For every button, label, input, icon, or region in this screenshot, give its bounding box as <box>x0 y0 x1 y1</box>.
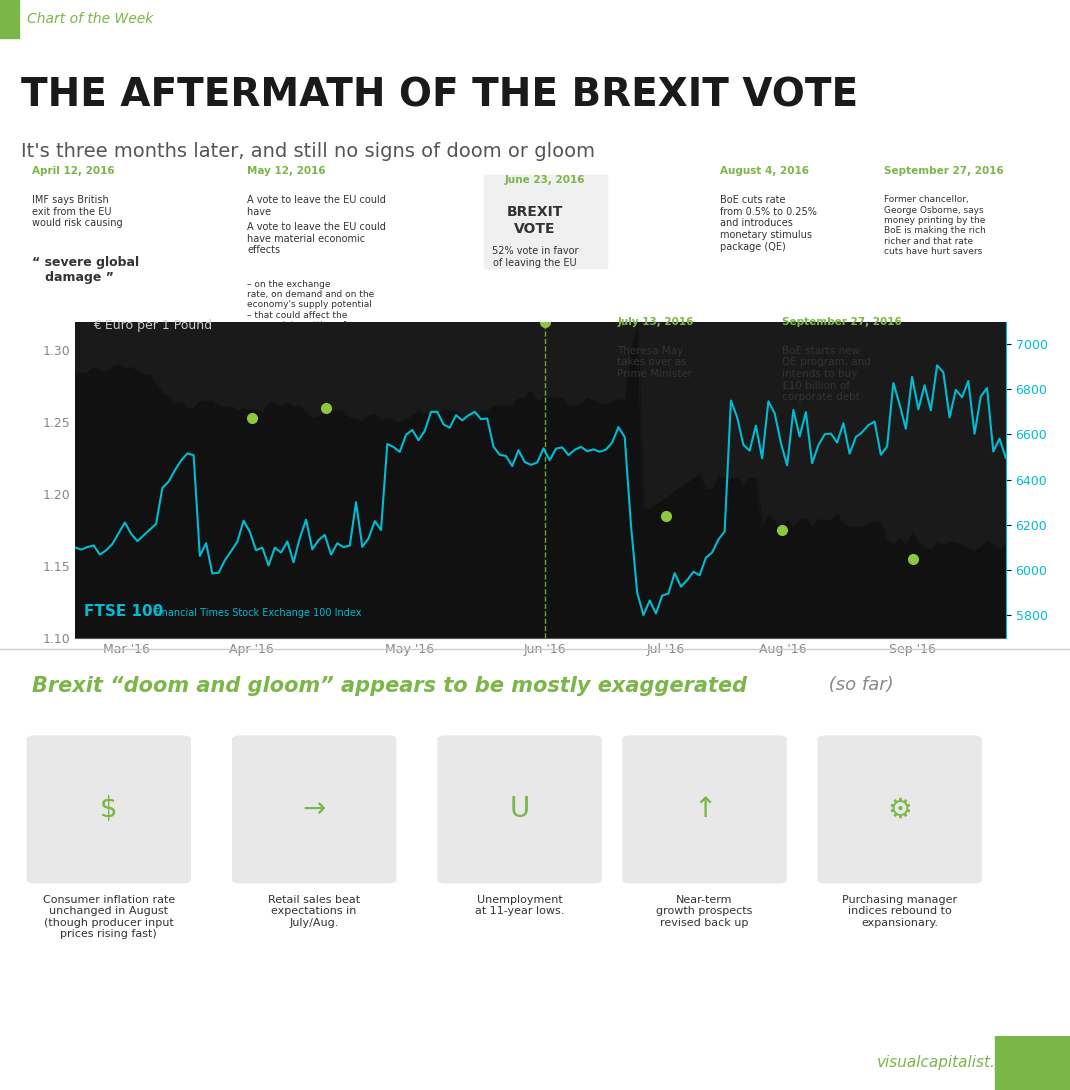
Text: € Euro per 1 Pound: € Euro per 1 Pound <box>93 318 213 331</box>
Bar <box>484 174 607 268</box>
FancyBboxPatch shape <box>27 736 190 884</box>
Text: It's three months later, and still no signs of doom or gloom: It's three months later, and still no si… <box>21 142 595 160</box>
Text: Theresa May
takes over as
Prime Minister: Theresa May takes over as Prime Minister <box>617 346 692 379</box>
Text: A vote to leave the EU could
have material economic
effects: A vote to leave the EU could have materi… <box>247 222 386 255</box>
Text: →: → <box>303 796 325 823</box>
Text: September 27, 2016: September 27, 2016 <box>781 317 901 327</box>
Text: ↑: ↑ <box>693 796 716 823</box>
Text: (so far): (so far) <box>823 676 893 694</box>
Text: April 12, 2016: April 12, 2016 <box>32 167 114 177</box>
Text: August 4, 2016: August 4, 2016 <box>720 167 809 177</box>
Text: $: $ <box>100 796 118 823</box>
Text: BREXIT
VOTE: BREXIT VOTE <box>507 205 563 235</box>
Text: Near-term
growth prospects
revised back up: Near-term growth prospects revised back … <box>656 895 752 928</box>
FancyBboxPatch shape <box>817 736 982 884</box>
Bar <box>0 0 19 38</box>
Text: Financial Times Stock Exchange 100 Index: Financial Times Stock Exchange 100 Index <box>154 608 362 618</box>
Text: September 27, 2016: September 27, 2016 <box>884 167 1004 177</box>
Bar <box>995 1036 1070 1090</box>
Text: June 23, 2016: June 23, 2016 <box>504 174 584 185</box>
FancyBboxPatch shape <box>438 736 601 884</box>
Text: “ severe global
   damage ”: “ severe global damage ” <box>32 256 139 284</box>
Text: Unemployment
at 11-year lows.: Unemployment at 11-year lows. <box>475 895 564 917</box>
Text: Purchasing manager
indices rebound to
expansionary.: Purchasing manager indices rebound to ex… <box>842 895 958 928</box>
Text: 52% vote in favor
of leaving the EU: 52% vote in favor of leaving the EU <box>492 246 578 267</box>
Text: May 12, 2016: May 12, 2016 <box>247 167 326 177</box>
Text: A vote to leave the EU could
have: A vote to leave the EU could have <box>247 195 386 217</box>
Text: visualcapitalist.com: visualcapitalist.com <box>877 1055 1029 1070</box>
Text: BoE starts new
QE program, and
intends to buy
£10 billion of
corporate debt: BoE starts new QE program, and intends t… <box>781 346 870 402</box>
Text: IMF says British
exit from the EU
would risk causing: IMF says British exit from the EU would … <box>32 195 122 229</box>
Text: U: U <box>509 796 530 823</box>
Text: Former chancellor,
George Osborne, says
money printing by the
BoE is making the : Former chancellor, George Osborne, says … <box>884 195 985 256</box>
Text: Consumer inflation rate
unchanged in August
(though producer input
prices rising: Consumer inflation rate unchanged in Aug… <box>43 895 174 940</box>
FancyBboxPatch shape <box>623 736 786 884</box>
Text: THE AFTERMATH OF THE BREXIT VOTE: THE AFTERMATH OF THE BREXIT VOTE <box>21 76 858 114</box>
Text: Brexit “doom and gloom” appears to be mostly exaggerated: Brexit “doom and gloom” appears to be mo… <box>32 676 747 697</box>
Text: FTSE 100: FTSE 100 <box>85 604 164 619</box>
Text: Chart of the Week: Chart of the Week <box>27 12 153 26</box>
Text: – on the exchange
rate, on demand and on the
economy's supply potential
– that c: – on the exchange rate, on demand and on… <box>247 280 374 341</box>
Text: Retail sales beat
expectations in
July/Aug.: Retail sales beat expectations in July/A… <box>269 895 361 928</box>
FancyBboxPatch shape <box>232 736 396 884</box>
Text: BoE cuts rate
from 0.5% to 0.25%
and introduces
monetary stimulus
package (QE): BoE cuts rate from 0.5% to 0.25% and int… <box>720 195 816 252</box>
Text: ⚙: ⚙ <box>887 796 912 823</box>
Text: July 13, 2016: July 13, 2016 <box>617 317 693 327</box>
